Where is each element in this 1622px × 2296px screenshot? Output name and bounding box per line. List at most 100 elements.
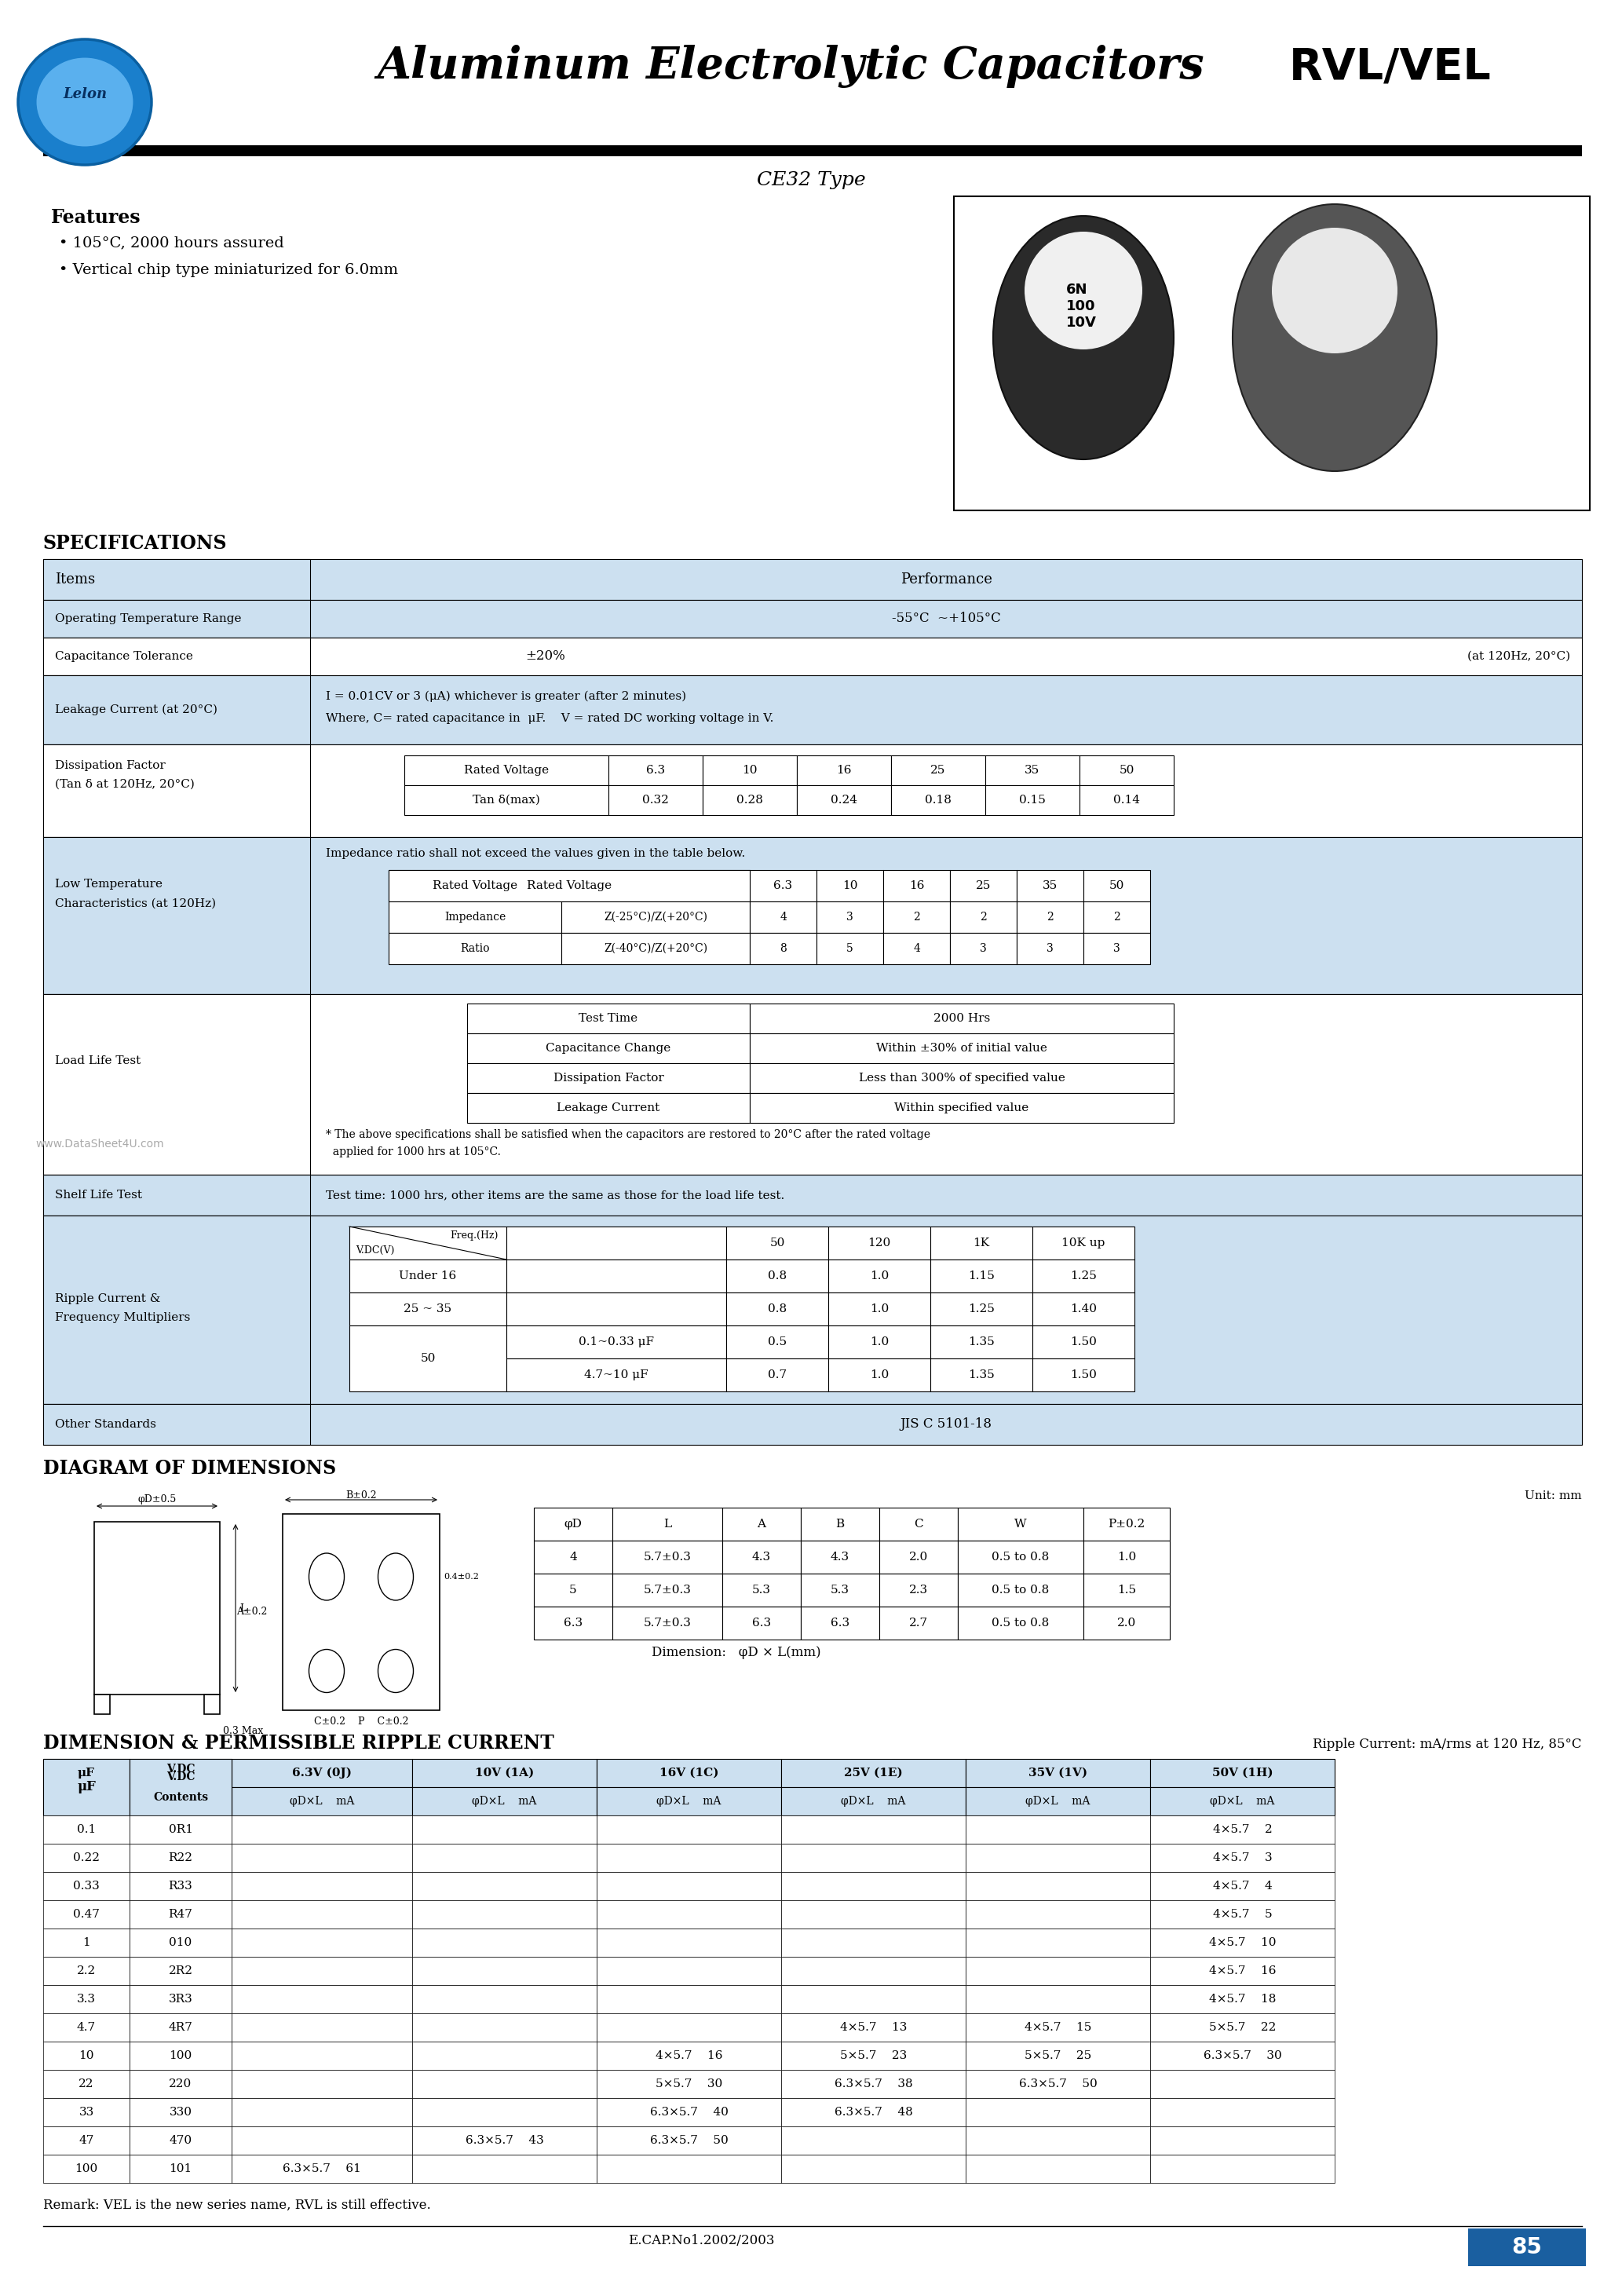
Bar — [232, 2014, 412, 2041]
Bar — [44, 1844, 130, 1871]
Text: DIMENSION & PERMISSIBLE RIPPLE CURRENT: DIMENSION & PERMISSIBLE RIPPLE CURRENT — [44, 1733, 555, 1752]
Bar — [349, 1325, 506, 1391]
Text: 4×5.7    5: 4×5.7 5 — [1213, 1908, 1272, 1919]
Text: 4.3: 4.3 — [753, 1552, 770, 1564]
Bar — [597, 1759, 782, 1786]
Text: Operating Temperature Range: Operating Temperature Range — [55, 613, 242, 625]
Bar — [44, 1403, 1581, 1444]
Bar — [608, 755, 702, 785]
Text: 120: 120 — [868, 1238, 890, 1249]
Bar — [412, 2041, 597, 2071]
Bar — [389, 870, 749, 902]
Bar — [782, 1901, 965, 1929]
Bar — [349, 1226, 506, 1261]
Text: Ratio: Ratio — [461, 944, 490, 955]
Text: 3.3: 3.3 — [76, 1993, 96, 2004]
Bar — [1150, 1986, 1335, 2014]
Bar — [44, 1786, 130, 1816]
Bar — [597, 2154, 782, 2183]
Bar — [965, 1759, 1150, 1786]
Text: 2: 2 — [1113, 912, 1121, 923]
Bar — [44, 599, 1581, 638]
Text: Dissipation Factor: Dissipation Factor — [55, 760, 165, 771]
Bar — [349, 1261, 506, 1293]
Bar — [130, 2071, 232, 2099]
Bar — [931, 1359, 1032, 1391]
Text: 010: 010 — [169, 1938, 191, 1947]
Bar — [44, 744, 1581, 838]
Bar — [44, 744, 310, 838]
Bar — [130, 1929, 232, 1956]
Bar — [613, 1607, 722, 1639]
Text: 0.4±0.2: 0.4±0.2 — [443, 1573, 478, 1580]
Bar — [412, 1786, 597, 1816]
Bar — [44, 838, 1581, 994]
Text: ±20%: ±20% — [526, 650, 566, 664]
Bar — [44, 1759, 130, 1786]
Text: 1.40: 1.40 — [1071, 1304, 1096, 1316]
Bar — [1083, 902, 1150, 932]
Text: R33: R33 — [169, 1880, 193, 1892]
Ellipse shape — [18, 39, 151, 165]
Text: Characteristics (at 120Hz): Characteristics (at 120Hz) — [55, 898, 216, 909]
Text: 1.25: 1.25 — [968, 1304, 994, 1316]
Text: 50: 50 — [1109, 879, 1124, 891]
Text: www.DataSheet4U.com: www.DataSheet4U.com — [36, 1139, 164, 1150]
Text: 0.28: 0.28 — [736, 794, 762, 806]
Bar — [232, 1816, 412, 1844]
Bar — [130, 2099, 232, 2126]
Bar — [1150, 1786, 1335, 1816]
Text: Ripple Current: mA/rms at 120 Hz, 85°C: Ripple Current: mA/rms at 120 Hz, 85°C — [1314, 1738, 1581, 1752]
Text: 1.35: 1.35 — [968, 1368, 994, 1380]
Text: 5×5.7    25: 5×5.7 25 — [1025, 2050, 1092, 2062]
Bar — [44, 2014, 130, 2041]
Bar — [965, 1956, 1150, 1986]
Bar — [467, 1063, 749, 1093]
Bar — [44, 994, 310, 1176]
Text: 3: 3 — [1113, 944, 1121, 955]
Text: Where, C= rated capacitance in  μF.    V = rated DC working voltage in V.: Where, C= rated capacitance in μF. V = r… — [326, 714, 774, 723]
Bar — [412, 1871, 597, 1901]
Text: 330: 330 — [169, 2108, 191, 2117]
Bar — [130, 1986, 232, 2014]
Bar — [1032, 1325, 1134, 1359]
Text: (Tan δ at 120Hz, 20°C): (Tan δ at 120Hz, 20°C) — [55, 778, 195, 790]
Bar — [1017, 870, 1083, 902]
Bar — [829, 1325, 931, 1359]
Text: V.DC: V.DC — [165, 1763, 195, 1775]
Bar — [44, 1986, 130, 2014]
Bar — [816, 932, 884, 964]
Bar — [232, 2041, 412, 2071]
Text: 0.24: 0.24 — [830, 794, 858, 806]
Bar — [130, 1759, 232, 1786]
Text: 35: 35 — [1025, 765, 1040, 776]
Bar — [130, 1844, 232, 1871]
Text: Aluminum Electrolytic Capacitors: Aluminum Electrolytic Capacitors — [376, 46, 1204, 87]
Text: * The above specifications shall be satisfied when the capacitors are restored t: * The above specifications shall be sati… — [326, 1130, 931, 1141]
Bar — [597, 1844, 782, 1871]
Ellipse shape — [308, 1649, 344, 1692]
Bar — [722, 1508, 801, 1541]
Bar — [44, 638, 310, 675]
Text: Shelf Life Test: Shelf Life Test — [55, 1189, 143, 1201]
Text: 10: 10 — [79, 2050, 94, 2062]
Bar — [506, 1359, 727, 1391]
Text: 0.18: 0.18 — [925, 794, 952, 806]
Text: Within ±30% of initial value: Within ±30% of initial value — [876, 1042, 1048, 1054]
Bar — [561, 870, 749, 902]
Bar — [130, 1901, 232, 1929]
Bar — [879, 1508, 959, 1541]
Text: 25V (1E): 25V (1E) — [843, 1768, 903, 1779]
Text: 2.2: 2.2 — [76, 1965, 96, 1977]
Text: φD×L    mA: φD×L mA — [657, 1795, 722, 1807]
Bar — [232, 1901, 412, 1929]
Text: 2.7: 2.7 — [908, 1619, 928, 1628]
Text: 0R1: 0R1 — [169, 1823, 193, 1835]
Text: 0.47: 0.47 — [73, 1908, 99, 1919]
Text: C±0.2    P    C±0.2: C±0.2 P C±0.2 — [313, 1717, 409, 1727]
Text: 10V (1A): 10V (1A) — [475, 1768, 534, 1779]
Bar — [412, 1929, 597, 1956]
Bar — [782, 2126, 965, 2154]
Bar — [965, 2126, 1150, 2154]
Text: Features: Features — [50, 209, 141, 227]
